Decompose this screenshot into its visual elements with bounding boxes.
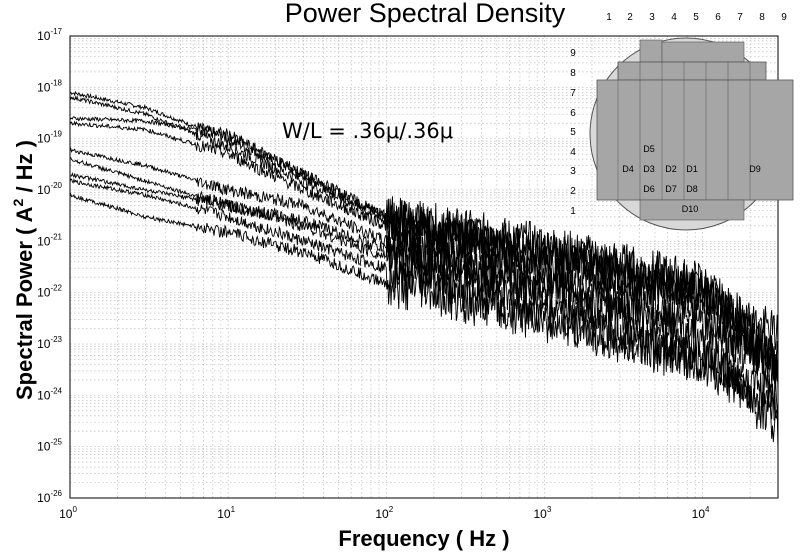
spectrum-line-6 bbox=[69, 157, 779, 393]
row-number: 9 bbox=[570, 48, 576, 59]
spectrum-line-1 bbox=[69, 90, 779, 380]
y-tick-label: 10-25 bbox=[37, 438, 62, 454]
die-grid bbox=[596, 39, 794, 221]
column-number: 6 bbox=[715, 12, 721, 23]
spectrum-line-8 bbox=[70, 172, 779, 454]
die-label: D2 bbox=[665, 164, 677, 174]
column-number: 8 bbox=[759, 12, 765, 23]
x-tick-label: 102 bbox=[375, 505, 393, 521]
row-number: 1 bbox=[570, 206, 576, 217]
die-block bbox=[639, 199, 745, 221]
spectrum-line-3 bbox=[69, 116, 779, 386]
spectrum-line-4 bbox=[69, 120, 779, 353]
row-number: 5 bbox=[570, 127, 576, 138]
y-tick-label: 10-20 bbox=[37, 181, 62, 197]
y-tick-label: 10-18 bbox=[37, 78, 62, 94]
row-number: 3 bbox=[570, 166, 576, 177]
y-tick-label: 10-19 bbox=[37, 130, 62, 146]
x-axis-label: Frequency ( Hz ) bbox=[338, 526, 509, 551]
x-tick-label: 103 bbox=[534, 505, 552, 521]
die-label: D3 bbox=[643, 164, 655, 174]
y-tick-label: 10-26 bbox=[37, 489, 62, 505]
y-tick-label: 10-22 bbox=[37, 284, 62, 300]
column-number: 5 bbox=[693, 12, 699, 23]
column-number: 7 bbox=[737, 12, 743, 23]
y-tick-labels: 10-17 10-18 10-19 10-20 10-21 10-22 10-23 10-24… bbox=[37, 27, 62, 505]
die-label: D6 bbox=[643, 184, 655, 194]
wafer-map-inset: 1 2 3 4 5 6 7 8 9 9 8 7 6 5 4 3 2 1 D5 D4 D3 D2 D1 D9 D6 D7 D8 D10 bbox=[570, 12, 794, 231]
column-number: 1 bbox=[606, 12, 612, 23]
column-number: 3 bbox=[649, 12, 655, 23]
y-tick-label: 10-24 bbox=[37, 386, 62, 402]
wl-annotation: W/L = .36μ/.36μ bbox=[282, 119, 453, 143]
x-tick-label: 100 bbox=[59, 505, 77, 521]
spectrum-line-5 bbox=[69, 147, 779, 382]
x-tick-label: 104 bbox=[692, 505, 710, 521]
die-label: D7 bbox=[665, 184, 677, 194]
x-tick-label: 101 bbox=[217, 505, 235, 521]
die-block bbox=[639, 39, 663, 63]
die-label: D8 bbox=[686, 184, 698, 194]
column-number: 4 bbox=[671, 12, 677, 23]
row-number: 7 bbox=[570, 88, 576, 99]
die-label: D10 bbox=[682, 204, 699, 214]
spectra-series bbox=[69, 90, 779, 454]
x-tick-labels: 100 101 102 103 104 bbox=[59, 505, 710, 521]
die-label: D9 bbox=[749, 164, 761, 174]
row-number: 6 bbox=[570, 108, 576, 119]
y-tick-label: 10-23 bbox=[37, 335, 62, 351]
column-number: 9 bbox=[781, 12, 787, 23]
row-number: 4 bbox=[570, 147, 576, 158]
y-tick-label: 10-17 bbox=[37, 27, 62, 43]
die-label: D1 bbox=[686, 164, 698, 174]
die-labels: 1 2 3 4 5 6 7 8 9 9 8 7 6 5 4 3 2 1 D5 D4 D3 D2 D1 D9 D6 D7 D8 D10 bbox=[570, 12, 787, 217]
row-number: 2 bbox=[570, 186, 576, 197]
spectrum-line-9 bbox=[69, 192, 779, 421]
y-tick-label: 10-21 bbox=[37, 232, 62, 248]
plot-frame bbox=[69, 35, 779, 499]
column-number: 2 bbox=[627, 12, 633, 23]
chart-title: Power Spectral Density bbox=[285, 0, 566, 28]
y-axis-label: Spectral Power ( A2 / Hz ) bbox=[10, 140, 37, 400]
die-block bbox=[661, 41, 745, 63]
die-label: D4 bbox=[622, 164, 634, 174]
die-block bbox=[596, 79, 794, 201]
die-label: D5 bbox=[643, 144, 655, 154]
row-number: 8 bbox=[570, 68, 576, 79]
